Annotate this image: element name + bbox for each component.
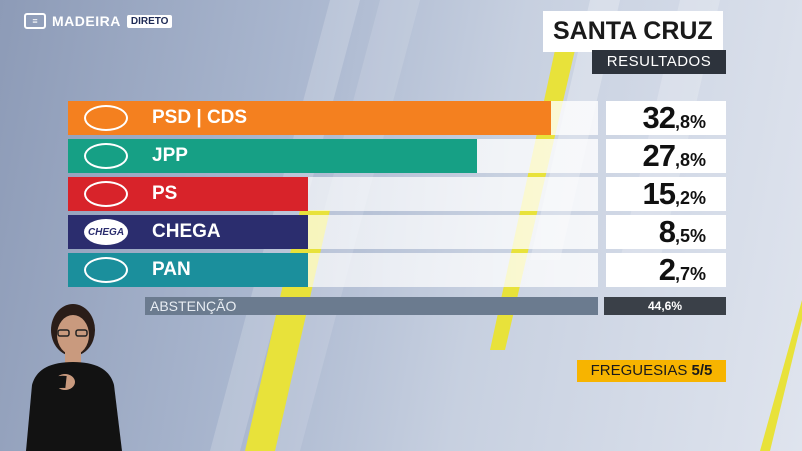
percentage-decimal: ,8% (674, 150, 706, 170)
party-name: PAN (152, 259, 191, 280)
result-row: PSD | CDS 32,8% (68, 101, 726, 135)
percentage-decimal: ,5% (674, 226, 706, 246)
sign-language-interpreter (26, 304, 122, 451)
results-label: RESULTADOS (592, 50, 726, 74)
percentage-label: 32,8% (606, 101, 726, 135)
pan-tree-icon (74, 256, 138, 284)
region-title: SANTA CRUZ (543, 11, 723, 52)
result-row: JPP 27,8% (68, 139, 726, 173)
percentage-decimal: ,8% (674, 112, 706, 132)
parishes-count: 5/5 (691, 362, 713, 379)
percentage-label: 27,8% (606, 139, 726, 173)
channel-logo: ≡ MADEIRA DIRETO (24, 13, 173, 29)
rtp-icon: ≡ (24, 13, 46, 29)
percentage-label: 8,5% (606, 215, 726, 249)
result-row: CHEGA CHEGA 8,5% (68, 215, 726, 249)
party-name: CHEGA (152, 221, 221, 242)
ps-fist-icon (74, 180, 138, 208)
parishes-counter: FREGUESIAS 5/5 (577, 360, 726, 382)
percentage-decimal: ,2% (674, 188, 706, 208)
live-badge: DIRETO (126, 14, 173, 28)
abstention-label: ABSTENÇÃO (145, 297, 598, 315)
result-bar (68, 139, 478, 173)
percentage-integer: 15 (642, 176, 675, 211)
result-row: PS 15,2% (68, 177, 726, 211)
psd-arrows-icon (74, 104, 138, 132)
percentage-label: 15,2% (606, 177, 726, 211)
channel-name: MADEIRA (52, 13, 121, 29)
result-row: PAN 2,7% (68, 253, 726, 287)
percentage-integer: 2 (658, 252, 676, 287)
party-name: PS (152, 183, 178, 204)
party-name: PSD | CDS (152, 107, 248, 128)
parishes-label: FREGUESIAS (590, 362, 688, 379)
jpp-figures-icon (74, 142, 138, 170)
percentage-label: 2,7% (606, 253, 726, 287)
party-name: JPP (152, 145, 188, 166)
percentage-integer: 8 (658, 214, 676, 249)
abstention-value: 44,6% (604, 297, 726, 315)
percentage-integer: 27 (642, 138, 675, 173)
chega-badge-icon: CHEGA (74, 218, 138, 246)
result-bar (68, 101, 551, 135)
percentage-integer: 32 (642, 100, 675, 135)
percentage-decimal: ,7% (674, 264, 706, 284)
